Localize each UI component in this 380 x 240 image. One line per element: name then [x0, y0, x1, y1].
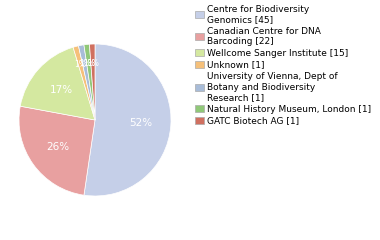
Wedge shape [79, 45, 95, 120]
Legend: Centre for Biodiversity
Genomics [45], Canadian Centre for DNA
Barcoding [22], W: Centre for Biodiversity Genomics [45], C… [195, 5, 371, 125]
Text: 52%: 52% [129, 118, 152, 128]
Text: 1%: 1% [74, 60, 87, 69]
Text: 26%: 26% [46, 142, 70, 151]
Wedge shape [89, 44, 95, 120]
Wedge shape [73, 46, 95, 120]
Text: 1%: 1% [83, 59, 95, 68]
Text: 17%: 17% [49, 84, 73, 95]
Wedge shape [84, 44, 171, 196]
Wedge shape [84, 44, 95, 120]
Text: 1%: 1% [87, 59, 99, 67]
Wedge shape [19, 106, 95, 195]
Text: 1%: 1% [79, 60, 90, 68]
Wedge shape [20, 47, 95, 120]
